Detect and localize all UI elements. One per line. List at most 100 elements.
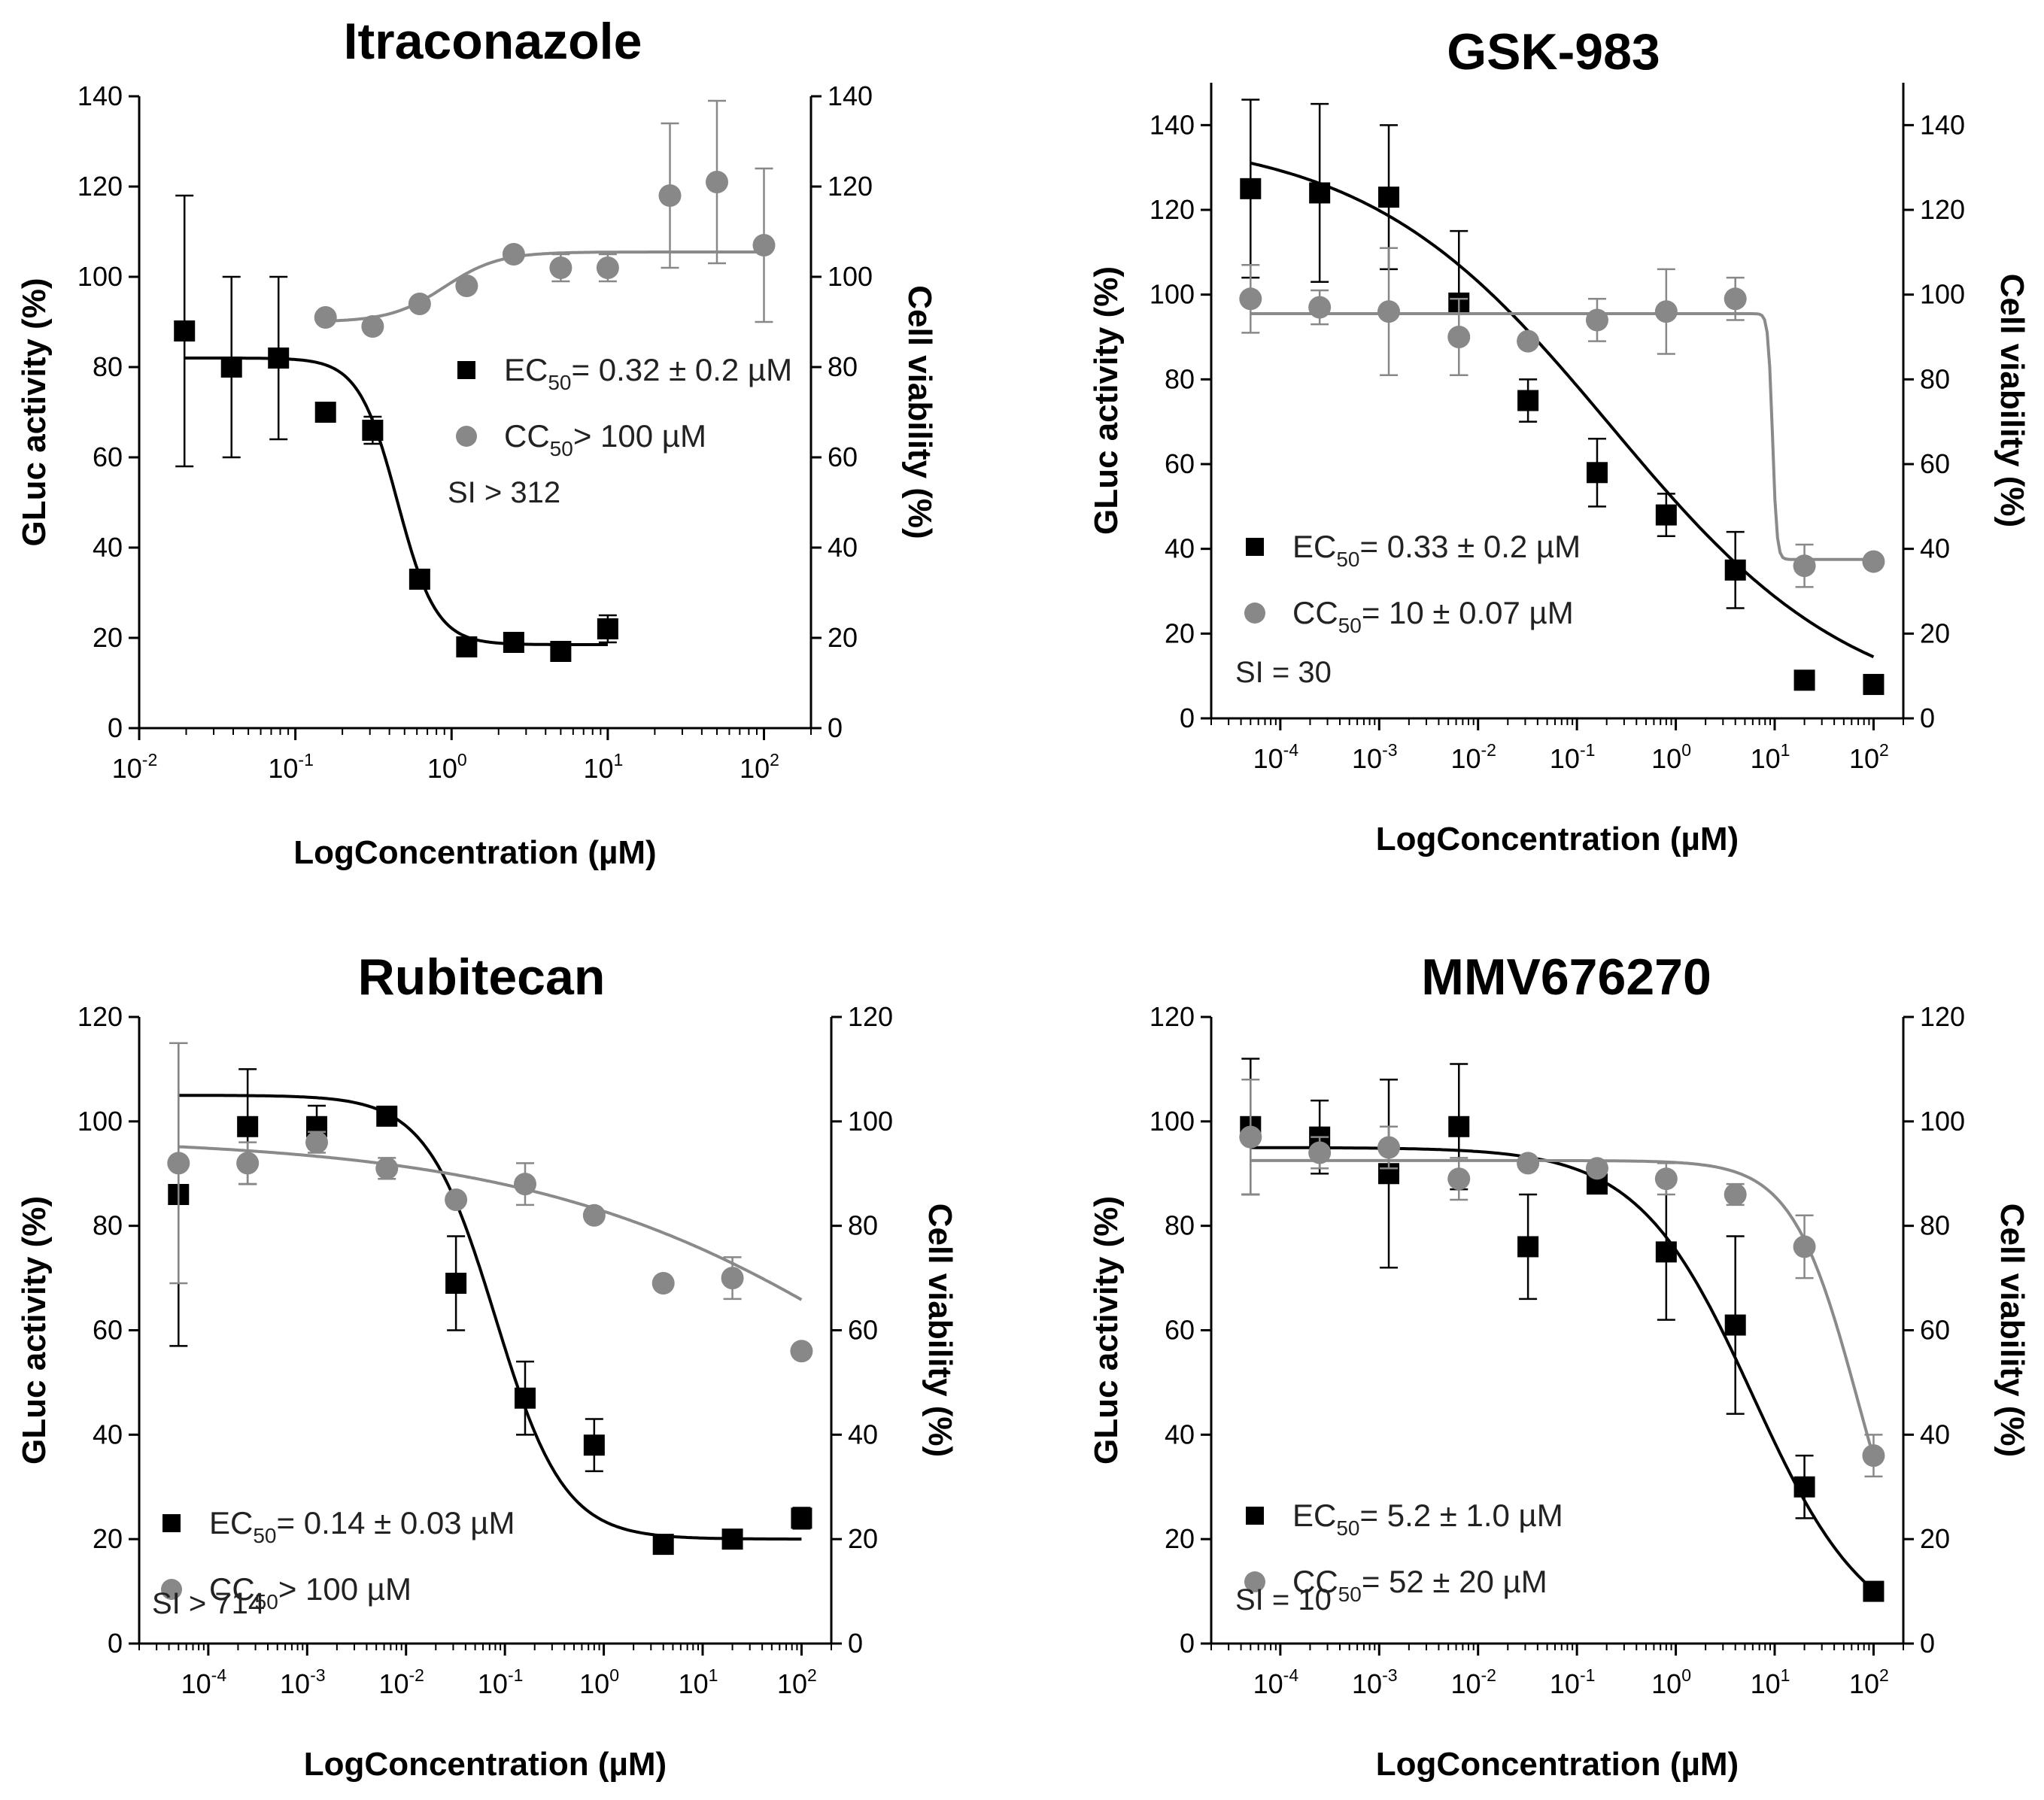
selectivity-index: SI > 312 (448, 476, 560, 509)
data-point-square (503, 632, 524, 653)
data-point-square (1309, 182, 1331, 204)
fit-curve-ec50 (1250, 161, 1875, 659)
y2-axis-label: Cell viability (%) (1994, 1204, 2030, 1457)
data-point-square (314, 402, 336, 423)
legend-entry-1: EC50= 0.33 ± 0.2 µM (1292, 529, 1581, 571)
fit-curve-cc50 (1250, 312, 1874, 561)
data-point-square (1655, 504, 1677, 526)
data-point-square (583, 1434, 605, 1456)
data-point-square (550, 641, 572, 662)
y2-tick-label: 0 (1920, 1628, 1935, 1659)
y2-axis-label: Cell viability (%) (901, 285, 938, 539)
data-point-square (514, 1387, 536, 1409)
y-tick-label: 100 (77, 1106, 123, 1137)
data-point-circle (582, 1204, 606, 1227)
data-point-circle (705, 171, 728, 193)
legend-square-icon (1246, 1507, 1264, 1525)
legend-square-icon (162, 1514, 181, 1532)
y2-tick-label: 80 (828, 351, 858, 382)
y2-tick-label: 20 (828, 622, 858, 653)
data-point-square (1240, 178, 1262, 199)
legend-square-icon (1246, 538, 1264, 556)
y-tick-label: 20 (93, 1523, 123, 1554)
legend-entry-2: CC50= 10 ± 0.07 µM (1292, 595, 1574, 637)
x-axis-label: LogConcentration (µM) (1376, 821, 1739, 858)
x-tick-label: 10-1 (1550, 1665, 1596, 1699)
data-point-circle (1654, 300, 1678, 323)
data-point-square (1517, 390, 1539, 411)
y2-tick-label: 0 (1920, 703, 1935, 733)
x-tick-label: 10-4 (181, 1665, 227, 1699)
y2-axis-label: Cell viability (%) (1994, 274, 2030, 527)
y2-axis-label: Cell viability (%) (922, 1204, 958, 1457)
data-point-circle (455, 275, 478, 297)
y-tick-label: 40 (93, 532, 123, 563)
x-tick-label: 100 (427, 750, 467, 784)
data-point-square (1517, 1236, 1539, 1258)
data-point-circle (305, 1131, 329, 1154)
y-tick-label: 60 (93, 442, 123, 472)
x-tick-label: 10-4 (1253, 1665, 1299, 1699)
data-point-square (376, 1105, 398, 1127)
data-point-square (1863, 1580, 1885, 1602)
data-point-circle (1377, 300, 1401, 323)
y-tick-label: 120 (1150, 1001, 1195, 1032)
y-tick-label: 60 (93, 1315, 123, 1346)
y2-tick-label: 60 (1920, 1315, 1950, 1346)
data-point-circle (236, 1152, 260, 1175)
data-point-square (1378, 187, 1400, 208)
x-tick-label: 10-1 (268, 750, 314, 784)
x-tick-label: 100 (579, 1665, 619, 1699)
y2-tick-label: 40 (828, 532, 858, 563)
data-point-circle (1308, 1141, 1332, 1164)
y2-tick-label: 60 (828, 442, 858, 472)
data-point-circle (1862, 550, 1885, 573)
selectivity-index: SI = 10 (1235, 1583, 1332, 1616)
data-point-circle (1377, 1136, 1401, 1159)
y-tick-label: 60 (1165, 448, 1195, 479)
chart-panel-2: GSK-983 0 0 20 20 40 40 60 60 80 80 100 100 120 120 140… (1088, 23, 2030, 858)
chart-panel-4: MMV676270 0 0 20 20 40 40 60 60 80 80 100 100 120 120 1… (1088, 949, 2030, 1783)
y-tick-label: 0 (108, 712, 123, 743)
x-tick-label: 101 (1751, 740, 1790, 774)
y-tick-label: 80 (93, 351, 123, 382)
data-point-circle (1447, 326, 1471, 348)
x-tick-label: 10-2 (112, 750, 158, 784)
y-tick-label: 20 (1165, 1523, 1195, 1554)
y-tick-label: 120 (1150, 194, 1195, 225)
data-point-circle (1724, 287, 1747, 311)
y2-tick-label: 40 (848, 1419, 878, 1449)
legend-circle-icon (1244, 603, 1265, 624)
y2-tick-label: 120 (1920, 194, 1965, 225)
y2-tick-label: 120 (828, 171, 873, 202)
data-point-square (220, 357, 242, 378)
data-point-circle (1724, 1183, 1747, 1207)
fit-curve-ec50 (184, 357, 608, 646)
selectivity-index: SI > 714 (152, 1587, 265, 1620)
data-point-circle (721, 1267, 744, 1290)
x-axis-label: LogConcentration (µM) (293, 834, 656, 871)
y-tick-label: 100 (77, 261, 123, 292)
data-point-square (1448, 1116, 1470, 1137)
data-point-circle (1654, 1167, 1678, 1191)
data-point-circle (1517, 1152, 1540, 1175)
data-point-square (445, 1273, 467, 1295)
data-point-circle (375, 1157, 399, 1180)
chart-title: Itraconazole (344, 13, 642, 70)
x-tick-label: 101 (583, 750, 623, 784)
y2-tick-label: 100 (1920, 279, 1965, 310)
y-axis-label: GLuc activity (%) (1088, 1196, 1125, 1465)
data-point-circle (502, 243, 525, 266)
x-tick-label: 102 (740, 750, 779, 784)
x-tick-label: 10-3 (280, 1665, 326, 1699)
y-tick-label: 140 (77, 80, 123, 111)
chart-title: MMV676270 (1421, 949, 1711, 1006)
y-tick-label: 60 (1165, 1315, 1195, 1346)
y-tick-label: 80 (1165, 363, 1195, 394)
x-tick-label: 10-3 (1352, 1665, 1398, 1699)
legend-circle-icon (1244, 1571, 1265, 1592)
data-point-square (268, 348, 290, 369)
legend-entry-2: CC50= 52 ± 20 µM (1292, 1564, 1547, 1606)
y-tick-label: 40 (93, 1419, 123, 1449)
y2-tick-label: 60 (1920, 448, 1950, 479)
